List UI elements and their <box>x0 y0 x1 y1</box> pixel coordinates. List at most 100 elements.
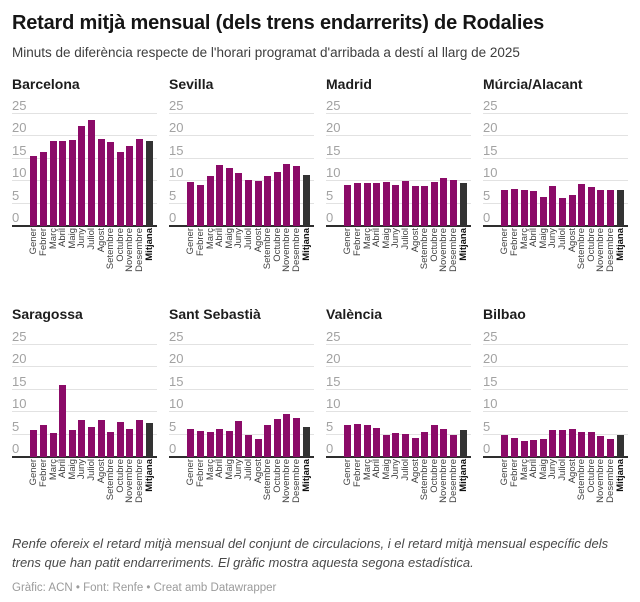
bar-gener <box>187 182 195 227</box>
bar-juny <box>549 430 557 458</box>
x-tick-label: Mitjana <box>300 459 312 492</box>
chart-panel: Sevilla 0 5 10 15 20 25 Gener Febrer Març Abril Mai… <box>169 76 314 289</box>
gridline <box>326 343 471 345</box>
bar-gener <box>501 190 509 227</box>
bar-mar- <box>49 432 57 458</box>
gridline <box>483 366 628 368</box>
y-tick-label: 25 <box>12 328 27 344</box>
y-tick-label: 20 <box>12 351 27 367</box>
bar-febrer <box>510 437 518 458</box>
bar-mitjana <box>616 434 624 458</box>
bar-juliol <box>559 429 566 458</box>
y-tick-label: 25 <box>326 328 341 344</box>
bar-agost <box>97 138 105 227</box>
bar-agost <box>568 195 576 227</box>
footnote-text: Renfe ofereix el retard mitjà mensual de… <box>12 536 609 570</box>
x-labels: Gener Febrer Març Abril Maig Juny Juliol Agost S… <box>326 226 471 288</box>
bar-novembre <box>283 413 291 458</box>
credit-line: Gràfic: ACN • Font: Renfe • Creat amb Da… <box>12 581 277 594</box>
bar-octubre <box>116 421 124 458</box>
gridline <box>12 112 157 114</box>
y-tick-label: 5 <box>483 187 491 203</box>
bar-mitjana <box>302 426 310 458</box>
x-axis-line <box>326 456 471 459</box>
bar-novembre <box>283 164 291 227</box>
plot-area: 0 5 10 15 20 25 <box>12 98 157 228</box>
y-tick-label: 20 <box>326 351 341 367</box>
x-axis-line <box>483 456 628 459</box>
bar-juliol <box>245 179 252 227</box>
bar-agost <box>411 437 419 458</box>
bar-juliol <box>559 198 566 227</box>
bar-agost <box>97 419 105 458</box>
gridline <box>326 112 471 114</box>
y-tick-label: 15 <box>326 373 341 389</box>
bar-juny <box>392 432 400 458</box>
y-tick-label: 20 <box>326 120 341 136</box>
y-tick-label: 10 <box>169 396 184 412</box>
gridline <box>326 411 471 413</box>
x-tick-label: Mitjana <box>457 228 469 262</box>
chart-title: València <box>326 306 383 323</box>
x-tick-label: Mitjana <box>457 459 469 492</box>
x-axis-line <box>12 456 157 459</box>
gridline <box>326 135 471 137</box>
bar-setembre <box>264 424 272 458</box>
y-tick-label: 5 <box>169 418 177 434</box>
gridline <box>483 112 628 114</box>
bar-maig <box>539 439 547 458</box>
y-tick-label: 0 <box>12 441 20 457</box>
bar-novembre <box>126 146 134 227</box>
y-tick-label: 20 <box>483 120 498 136</box>
x-tick-label: Mitjana <box>614 459 626 492</box>
plot-area: 0 5 10 15 20 25 <box>12 328 157 459</box>
bar-juny <box>78 126 86 227</box>
y-tick-label: 5 <box>326 418 334 434</box>
bar-mar- <box>206 176 214 227</box>
bar-gener <box>344 184 352 227</box>
x-tick-label: Mitjana <box>143 459 155 492</box>
y-tick-label: 10 <box>483 396 498 412</box>
y-tick-label: 5 <box>12 187 20 203</box>
bar-gener <box>30 430 38 458</box>
bar-abril <box>59 385 67 458</box>
chart-panel: Madrid 0 5 10 15 20 25 Gener Febrer Març Abril Maig… <box>326 76 471 289</box>
bar-setembre <box>578 183 586 227</box>
bar-mar- <box>520 189 528 227</box>
chart-title: Bilbao <box>483 306 526 323</box>
bar-febrer <box>196 184 204 227</box>
chart-panel: Barcelona 0 5 10 15 20 25 Gener Febrer Març Abril M… <box>12 76 157 289</box>
plot-area: 0 5 10 15 20 25 <box>169 328 314 459</box>
chart-title: Saragossa <box>12 306 83 323</box>
bar-abril <box>530 440 538 458</box>
gridline <box>169 388 314 390</box>
bar-abril <box>216 429 224 458</box>
x-axis-line <box>326 225 471 228</box>
chart-title: Sevilla <box>169 75 214 92</box>
y-tick-label: 15 <box>483 142 498 158</box>
x-axis-line <box>12 225 157 228</box>
x-axis-line <box>483 225 628 228</box>
bar-juny <box>235 173 243 227</box>
bar-maig <box>225 430 233 458</box>
chart-panel: València 0 5 10 15 20 25 Gener Febrer Març Abril Ma… <box>326 306 471 519</box>
y-tick-label: 25 <box>483 97 498 113</box>
bar-abril <box>59 140 67 227</box>
gridline <box>12 411 157 413</box>
chart-title: Sant Sebastià <box>169 306 261 323</box>
bar-desembre <box>450 434 458 458</box>
bar-setembre <box>421 431 429 458</box>
bar-maig <box>382 181 390 227</box>
bar-juny <box>235 420 243 458</box>
y-tick-label: 20 <box>169 351 184 367</box>
x-tick-label: Mitjana <box>614 228 626 262</box>
bar-maig <box>539 197 547 227</box>
bar-febrer <box>39 151 47 227</box>
y-tick-label: 25 <box>169 328 184 344</box>
bar-desembre <box>607 439 615 458</box>
y-tick-label: 10 <box>326 165 341 181</box>
bar-mitjana <box>616 190 624 227</box>
bar-novembre <box>440 177 448 227</box>
bar-abril <box>216 165 224 227</box>
bar-maig <box>68 139 76 227</box>
